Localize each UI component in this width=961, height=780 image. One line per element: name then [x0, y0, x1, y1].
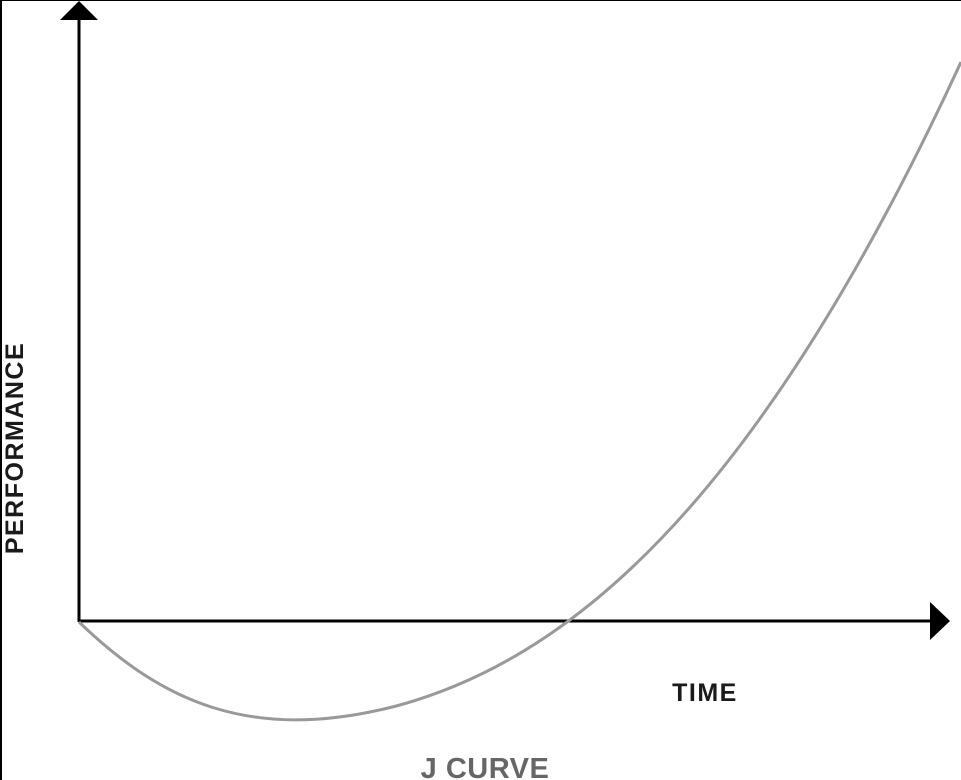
diagram-caption: J CURVE [420, 753, 550, 780]
j-curve-line [77, 61, 961, 722]
y-axis-label: PERFORMANCE [1, 341, 29, 555]
x-axis-arrowhead [930, 602, 950, 640]
x-axis-label: TIME [672, 679, 738, 707]
y-axis-arrowhead [60, 1, 98, 20]
